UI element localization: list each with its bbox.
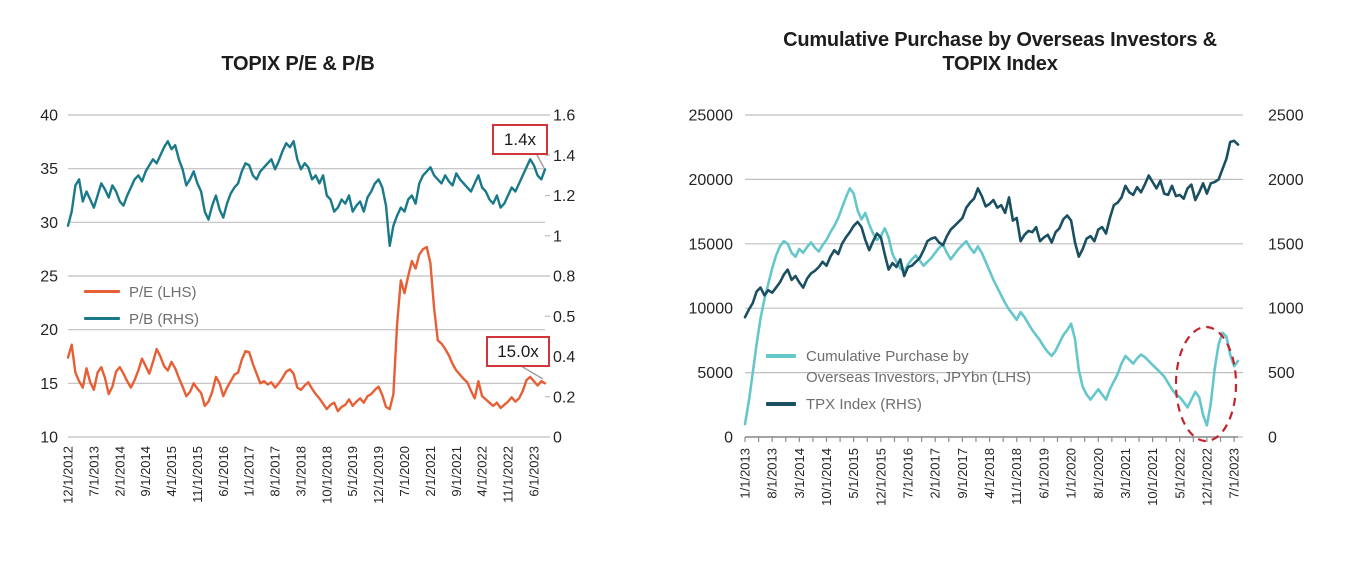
x-axis-date-label: 12/1/2019 xyxy=(371,446,386,504)
right-axis-tick-label: 1.4 xyxy=(553,148,575,165)
left-axis-tick-label: 20000 xyxy=(689,172,734,189)
left-axis-tick-label: 40 xyxy=(40,108,58,125)
x-axis-date-label: 7/1/2023 xyxy=(1227,448,1242,499)
callout-leader-line-pe xyxy=(520,365,544,380)
right-axis-tick-label: 500 xyxy=(1268,365,1295,382)
x-axis-date-label: 11/1/2022 xyxy=(501,446,516,503)
x-axis-date-label: 6/1/2019 xyxy=(1036,448,1051,499)
x-axis-date-label: 4/1/2015 xyxy=(164,446,179,497)
x-axis-date-label: 10/1/2021 xyxy=(1145,448,1160,506)
x-axis-date-label: 3/1/2018 xyxy=(293,446,308,497)
left-chart-title: TOPIX P/E & P/B xyxy=(221,53,375,75)
right-axis-tick-label: 0.8 xyxy=(553,269,575,286)
right-axis-tick-label: 1500 xyxy=(1268,236,1304,253)
right-axis-tick-label: 0.5 xyxy=(553,309,575,326)
pe-line-swatch xyxy=(84,290,120,293)
left-axis-tick-label: 10000 xyxy=(689,301,734,318)
callout-leader-line-pb xyxy=(535,152,545,169)
legend-item-pb: P/B (RHS) xyxy=(84,309,199,330)
highlight-ellipse xyxy=(1174,325,1238,443)
x-axis-date-label: 4/1/2018 xyxy=(982,448,997,499)
pb-line-swatch xyxy=(84,317,120,320)
right-axis-tick-label: 0 xyxy=(553,430,562,447)
x-axis-date-label: 6/1/2016 xyxy=(216,446,231,497)
x-axis-date-label: 5/1/2015 xyxy=(846,448,861,499)
x-axis-date-label: 12/1/2015 xyxy=(873,448,888,506)
legend-item-pe: P/E (LHS) xyxy=(84,282,199,303)
x-axis-date-label: 7/1/2020 xyxy=(397,446,412,497)
x-axis-date-label: 8/1/2013 xyxy=(765,448,780,499)
x-axis-date-label: 5/1/2022 xyxy=(1172,448,1187,499)
right-chart-title: Cumulative Purchase by Overseas Investor… xyxy=(700,28,1300,76)
x-axis-date-label: 2/1/2017 xyxy=(928,448,943,499)
x-axis-date-label: 7/1/2013 xyxy=(86,446,101,497)
tpx-legend-label: TPX Index (RHS) xyxy=(806,396,922,413)
right-axis-tick-label: 0.4 xyxy=(553,349,575,366)
x-axis-date-label: 10/1/2018 xyxy=(319,446,334,504)
left-axis-tick-label: 25 xyxy=(40,269,58,286)
right-axis-tick-label: 1.2 xyxy=(553,188,575,205)
x-axis-date-label: 11/1/2015 xyxy=(190,446,205,503)
pb-value-callout: 1.4x xyxy=(492,124,548,155)
left-axis-tick-label: 30 xyxy=(40,215,58,232)
x-axis-date-label: 7/1/2016 xyxy=(901,448,916,499)
x-axis-date-label: 2/1/2014 xyxy=(112,446,127,497)
series-line-left xyxy=(743,187,1240,427)
tpx-line-swatch xyxy=(766,402,796,406)
x-axis-date-label: 11/1/2018 xyxy=(1009,448,1024,505)
x-axis-date-label: 1/1/2017 xyxy=(242,446,257,497)
purchase-legend-line1: Cumulative Purchase by xyxy=(806,348,969,365)
left-axis-tick-label: 15 xyxy=(40,376,58,393)
x-axis-date-label: 5/1/2019 xyxy=(345,446,360,497)
x-axis-date-label: 10/1/2014 xyxy=(819,448,834,506)
right-chart-title-line2: TOPIX Index xyxy=(942,53,1058,75)
x-axis-date-label: 12/1/2022 xyxy=(1199,448,1214,506)
x-axis-date-label: 8/1/2020 xyxy=(1091,448,1106,499)
x-axis-date-label: 4/1/2022 xyxy=(475,446,490,497)
x-axis-date-label: 9/1/2014 xyxy=(138,446,153,497)
right-axis-tick-label: 2000 xyxy=(1268,172,1304,189)
pb-legend-label: P/B (RHS) xyxy=(129,311,200,328)
legend-item-tpx: TPX Index (RHS) xyxy=(766,394,1031,415)
x-axis-date-label: 2/1/2021 xyxy=(423,446,438,497)
left-axis-tick-label: 20 xyxy=(40,322,58,339)
right-chart-title-line1: Cumulative Purchase by Overseas Investor… xyxy=(783,29,1217,51)
series-line-left xyxy=(66,245,547,413)
series-line-right xyxy=(66,139,547,248)
x-axis-date-label: 1/1/2020 xyxy=(1064,448,1079,499)
cumulative-purchase-chart: 2500020000150001000050000250020001500100… xyxy=(689,108,1304,506)
right-axis-tick-label: 0 xyxy=(1268,430,1277,447)
right-axis-tick-label: 0.2 xyxy=(553,389,575,406)
purchase-legend-label: Cumulative Purchase by Overseas Investors… xyxy=(806,346,1031,388)
series-line-right xyxy=(743,139,1240,319)
right-chart-legend: Cumulative Purchase by Overseas Investors… xyxy=(766,346,1031,421)
left-axis-tick-label: 25000 xyxy=(689,108,734,125)
topix-pe-pb-chart: 40 35 30 25 20 15 10 1.6 1.4 1.2 1 0.8 0.5 0.4 0.2 0 12/… xyxy=(40,108,575,504)
left-axis-tick-label: 15000 xyxy=(689,236,734,253)
x-axis-date-label: 8/1/2017 xyxy=(268,446,283,497)
left-chart-legend: P/E (LHS) P/B (RHS) xyxy=(84,282,199,336)
right-axis-tick-label: 1.6 xyxy=(553,108,575,125)
x-axis-date-label: 12/1/2012 xyxy=(61,446,76,504)
x-axis-date-label: 9/1/2017 xyxy=(955,448,970,499)
x-axis-date-label: 6/1/2023 xyxy=(526,446,541,497)
x-axis-date-label: 3/1/2021 xyxy=(1118,448,1133,499)
left-axis-tick-label: 0 xyxy=(724,430,733,447)
right-axis-tick-label: 1000 xyxy=(1268,301,1304,318)
x-axis-date-label: 9/1/2021 xyxy=(449,446,464,497)
right-axis-tick-label: 2500 xyxy=(1268,108,1304,125)
purchase-legend-line2: Overseas Investors, JPYbn (LHS) xyxy=(806,369,1032,386)
x-axis-date-label: 1/1/2013 xyxy=(738,448,753,499)
x-axis-date-label: 3/1/2014 xyxy=(792,448,807,499)
right-axis-tick-label: 1 xyxy=(553,228,562,245)
pe-legend-label: P/E (LHS) xyxy=(129,284,197,301)
pe-value-callout: 15.0x xyxy=(486,336,550,367)
purchase-line-swatch xyxy=(766,354,796,358)
legend-item-cumulative-purchase: Cumulative Purchase by Overseas Investors… xyxy=(766,346,1031,388)
left-axis-tick-label: 5000 xyxy=(697,365,733,382)
left-axis-tick-label: 35 xyxy=(40,161,58,178)
left-axis-tick-label: 10 xyxy=(40,430,58,447)
